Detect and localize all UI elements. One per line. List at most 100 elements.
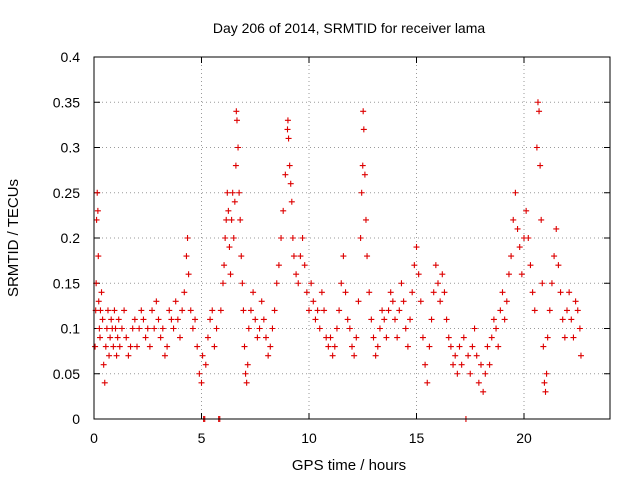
data-point: [170, 325, 177, 332]
data-point: [325, 343, 332, 350]
data-point: [559, 316, 566, 323]
data-point: [286, 162, 293, 169]
data-point: [553, 225, 560, 232]
data-point: [271, 307, 278, 314]
x-tick-label: 10: [301, 430, 317, 446]
data-point: [458, 361, 465, 368]
data-point: [127, 343, 134, 350]
data-point: [333, 325, 340, 332]
data-point: [484, 343, 491, 350]
data-point: [570, 334, 577, 341]
data-point: [538, 216, 545, 223]
data-point: [284, 126, 291, 133]
data-point: [243, 379, 250, 386]
data-point: [185, 271, 192, 278]
data-point: [387, 289, 394, 296]
data-point: [265, 352, 272, 359]
data-point: [490, 316, 497, 323]
data-point: [551, 253, 558, 260]
data-point: [360, 126, 367, 133]
data-point: [381, 316, 388, 323]
data-point: [108, 316, 115, 323]
data-point: [314, 307, 321, 314]
data-point: [97, 307, 104, 314]
data-point: [177, 334, 183, 341]
data-point: [561, 334, 568, 341]
x-tick-label: 15: [409, 430, 425, 446]
data-point: [125, 352, 132, 359]
data-point: [439, 271, 446, 278]
data-point: [299, 235, 306, 241]
data-point: [179, 307, 186, 314]
data-point: [129, 325, 136, 332]
data-point: [232, 162, 239, 169]
data-point: [217, 307, 224, 314]
data-point: [209, 307, 216, 314]
data-point: [233, 108, 240, 115]
data-point: [297, 253, 304, 260]
y-tick-label: 0.1: [61, 321, 81, 337]
data-point: [168, 316, 175, 323]
data-point: [478, 361, 484, 368]
data-point: [327, 334, 334, 341]
data-point: [310, 298, 317, 305]
data-point: [229, 189, 236, 196]
data-point: [409, 289, 416, 296]
data-point: [280, 207, 287, 214]
data-point: [379, 307, 386, 314]
x-tick-label: 0: [90, 430, 98, 446]
data-point: [407, 316, 414, 323]
data-point: [244, 361, 251, 368]
data-point: [523, 207, 530, 214]
data-point: [338, 280, 345, 287]
data-point: [98, 289, 105, 296]
data-point: [172, 298, 179, 305]
data-point: [116, 343, 123, 350]
data-point: [220, 280, 226, 287]
tick-labels: 0 0.05 0.1 0.15 0.2 0.25 0.3 0.35 0.4 0 5 10 15 20: [53, 49, 532, 446]
data-point: [308, 280, 315, 287]
y-tick-label: 0.35: [53, 94, 80, 110]
data-point: [138, 307, 145, 314]
data-point: [151, 325, 158, 332]
data-point: [306, 307, 312, 314]
data-point: [415, 271, 422, 278]
data-point: [224, 189, 231, 196]
data-point: [293, 271, 300, 278]
data-point: [113, 352, 120, 359]
data-point: [94, 207, 101, 214]
data-point: [288, 198, 295, 205]
data-point: [456, 343, 463, 350]
data-point: [275, 262, 282, 269]
data-point: [441, 289, 448, 296]
data-point: [237, 216, 244, 223]
data-point: [269, 325, 276, 332]
data-point: [574, 307, 581, 314]
data-point: [174, 316, 181, 323]
data-point: [97, 334, 104, 341]
data-point: [166, 307, 173, 314]
data-point: [95, 298, 102, 305]
data-point: [222, 235, 229, 241]
data-point: [196, 370, 203, 377]
data-point: [499, 289, 506, 296]
data-point: [357, 235, 364, 241]
data-point: [482, 370, 489, 377]
data-point: [389, 298, 396, 305]
data-point: [153, 298, 160, 305]
data-point: [417, 298, 424, 305]
data-point: [534, 99, 541, 106]
x-tick-label: 5: [198, 430, 206, 446]
data-points: [92, 99, 584, 422]
data-point: [329, 352, 336, 359]
data-point: [99, 316, 106, 323]
y-tick-label: 0: [72, 411, 80, 427]
data-point: [542, 388, 549, 395]
data-point: [187, 307, 194, 314]
data-point: [544, 334, 551, 341]
data-point: [112, 325, 119, 332]
data-point: [285, 135, 292, 142]
data-point: [247, 307, 254, 314]
data-point: [467, 370, 474, 377]
